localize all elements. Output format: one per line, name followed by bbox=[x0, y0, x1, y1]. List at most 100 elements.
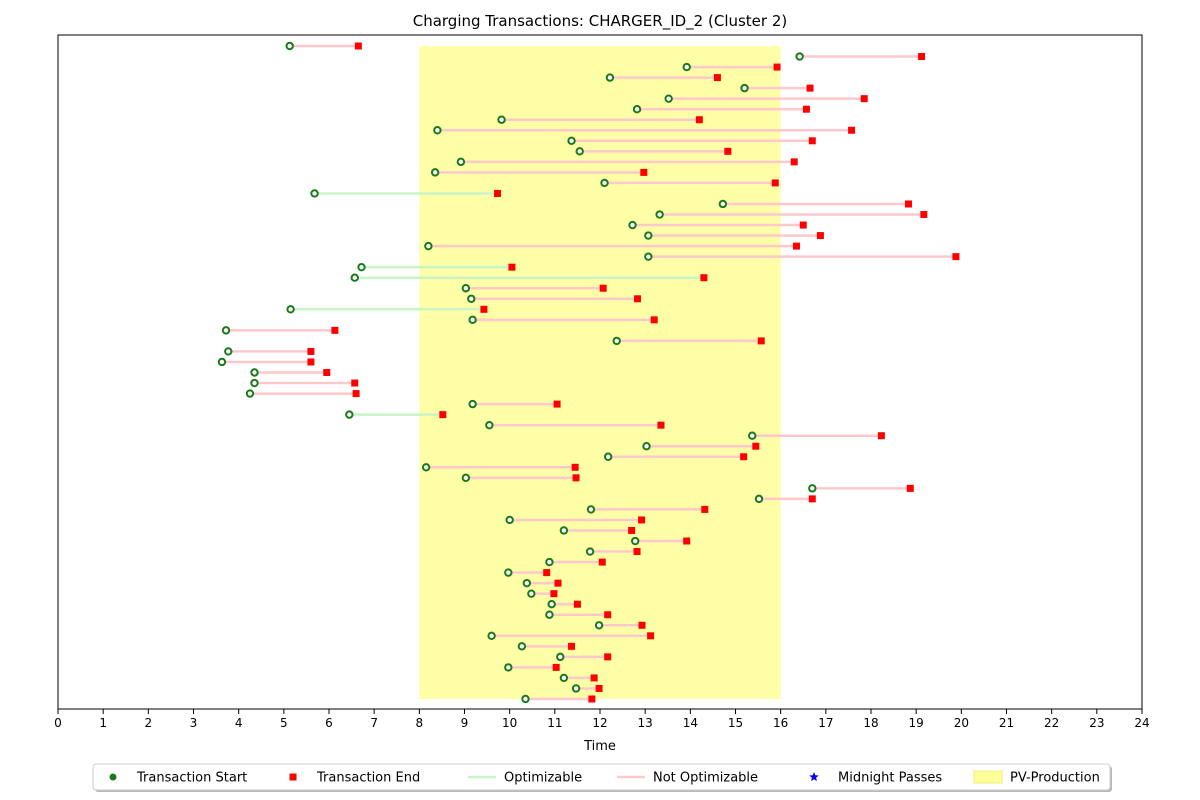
transaction-end-marker bbox=[757, 337, 765, 345]
transaction-32 bbox=[250, 378, 359, 388]
legend-entry-optimizable: Optimizable bbox=[468, 771, 582, 786]
transaction-end-marker bbox=[573, 600, 581, 608]
transaction-11 bbox=[456, 157, 798, 167]
legend-label: Not Optimizable bbox=[653, 771, 758, 786]
plot-area bbox=[57, 34, 1143, 710]
transaction-end-marker bbox=[808, 137, 816, 145]
transaction-start-marker bbox=[456, 157, 466, 167]
transaction-end-marker bbox=[657, 421, 665, 429]
transaction-end-marker bbox=[480, 305, 488, 313]
transaction-49 bbox=[545, 557, 606, 567]
x-tick-label: 9 bbox=[461, 716, 469, 730]
transaction-start-marker bbox=[250, 378, 259, 388]
transaction-end-marker bbox=[906, 484, 914, 492]
transaction-start-marker bbox=[224, 347, 233, 356]
transaction-start-marker bbox=[433, 126, 442, 135]
legend-label: PV-Production bbox=[1010, 771, 1100, 786]
transaction-2 bbox=[682, 62, 781, 72]
legend: Transaction Start Transaction End Optimiza… bbox=[92, 763, 1112, 792]
transaction-end-marker bbox=[307, 347, 315, 355]
transaction-start-marker bbox=[600, 178, 609, 188]
transaction-start-marker bbox=[631, 536, 640, 546]
transaction-end-marker bbox=[331, 326, 339, 334]
transaction-start-marker bbox=[664, 94, 673, 103]
transaction-start-marker bbox=[603, 452, 613, 461]
transaction-19 bbox=[424, 241, 800, 251]
transaction-3 bbox=[605, 73, 721, 82]
x-tick-label: 11 bbox=[547, 716, 562, 730]
transaction-start-marker bbox=[655, 210, 664, 219]
transaction-end-marker bbox=[848, 126, 856, 134]
transaction-end-marker bbox=[633, 295, 641, 303]
transaction-39 bbox=[603, 452, 748, 461]
transaction-end-marker bbox=[543, 569, 551, 577]
legend-entry-start: Transaction Start bbox=[109, 771, 247, 786]
transaction-start-marker bbox=[594, 621, 604, 630]
x-tick-label: 24 bbox=[1134, 716, 1149, 730]
transaction-52 bbox=[527, 589, 558, 598]
x-tick-label: 0 bbox=[54, 716, 62, 730]
transaction-start-marker bbox=[504, 663, 513, 672]
transaction-end-marker bbox=[771, 179, 779, 187]
transaction-end-marker bbox=[640, 168, 648, 176]
transaction-22 bbox=[350, 273, 708, 282]
transaction-start-marker bbox=[628, 220, 637, 230]
transaction-start-marker bbox=[754, 494, 764, 504]
x-tick-label: 10 bbox=[502, 716, 517, 730]
transaction-end-marker bbox=[650, 316, 658, 324]
transaction-end-marker bbox=[802, 105, 810, 113]
transaction-35 bbox=[345, 410, 447, 419]
transaction-start-marker bbox=[795, 52, 804, 61]
legend-pv-swatch bbox=[973, 770, 1003, 784]
transaction-end-marker bbox=[352, 390, 360, 398]
transaction-end-marker bbox=[628, 526, 636, 534]
transaction-start-marker bbox=[585, 547, 595, 556]
transaction-end-marker bbox=[638, 621, 646, 629]
x-tick-label: 18 bbox=[863, 716, 878, 730]
transaction-20 bbox=[644, 252, 960, 261]
transaction-start-marker bbox=[567, 136, 576, 145]
transaction-end-marker bbox=[307, 358, 315, 366]
transaction-end-marker bbox=[799, 221, 807, 229]
transaction-start-marker bbox=[642, 442, 651, 451]
transaction-end-marker bbox=[740, 453, 748, 461]
transaction-start-marker bbox=[748, 431, 757, 440]
transaction-start-marker bbox=[808, 484, 817, 493]
transaction-start-marker bbox=[605, 73, 615, 82]
transaction-56 bbox=[487, 631, 655, 641]
transaction-34 bbox=[468, 399, 561, 409]
transaction-end-marker bbox=[553, 400, 561, 408]
transaction-end-marker bbox=[351, 379, 359, 387]
transaction-start-marker bbox=[424, 241, 433, 251]
transaction-51 bbox=[522, 578, 562, 588]
legend-label: Midnight Passes bbox=[838, 771, 942, 786]
transaction-5 bbox=[664, 94, 868, 103]
x-tick-label: 12 bbox=[592, 716, 607, 730]
transaction-end-marker bbox=[877, 432, 885, 440]
transaction-53 bbox=[547, 600, 581, 609]
transaction-start-marker bbox=[740, 83, 749, 93]
transaction-end-marker bbox=[683, 537, 691, 545]
transaction-start-marker bbox=[285, 41, 294, 51]
x-tick-label: 16 bbox=[773, 716, 788, 730]
transaction-61 bbox=[571, 684, 603, 693]
transaction-start-marker bbox=[468, 399, 477, 409]
transaction-start-marker bbox=[545, 557, 554, 567]
transaction-end-marker bbox=[952, 253, 960, 261]
transaction-start-marker bbox=[586, 505, 596, 514]
transaction-13 bbox=[600, 178, 779, 188]
transaction-10 bbox=[575, 147, 732, 156]
transaction-start-marker bbox=[522, 578, 532, 588]
transaction-start-marker bbox=[504, 568, 513, 577]
transaction-38 bbox=[642, 442, 760, 451]
transaction-end-marker bbox=[323, 369, 331, 376]
legend-start-swatch bbox=[109, 773, 117, 781]
transaction-9 bbox=[567, 136, 816, 145]
transaction-24 bbox=[467, 294, 641, 303]
transaction-start-marker bbox=[644, 231, 653, 240]
x-tick-label: 22 bbox=[1044, 716, 1059, 730]
transaction-end-marker bbox=[595, 684, 603, 692]
transaction-end-marker bbox=[752, 442, 760, 450]
transaction-end-marker bbox=[508, 263, 516, 271]
transaction-start-marker bbox=[559, 526, 569, 535]
